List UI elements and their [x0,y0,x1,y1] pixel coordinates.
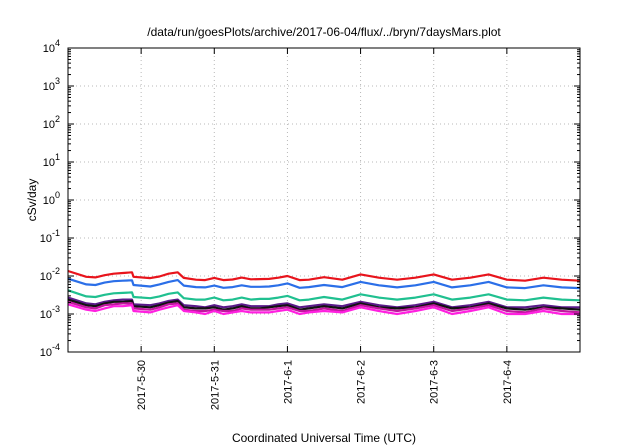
y-tick-label: 10-4 [40,342,60,359]
y-tick-label: 100 [43,190,60,207]
y-axis-label: cSv/day [25,179,39,222]
x-tick-label: 2017-5-30 [136,360,148,410]
x-tick-label: 2017-6-3 [429,360,441,404]
series-line-1 [67,269,581,282]
series-line-7 [67,303,580,316]
x-axis-label: Coordinated Universal Time (UTC) [232,431,416,445]
x-tick-label: 2017-5-31 [209,360,221,410]
y-tick-label: 104 [43,38,60,55]
y-tick-label: 10-2 [40,266,60,283]
ticks: 10-4 10-3 10-2 10-1 100 101 102 103 104 2017-5-30… [40,38,580,410]
y-tick-label: 103 [43,76,60,93]
chart-title: /data/run/goesPlots/archive/2017-06-04/f… [147,25,501,39]
grid [68,48,580,352]
x-tick-label: 2017-6-1 [282,360,294,404]
y-tick-label: 10-1 [40,228,60,245]
y-tick-label: 101 [43,152,60,169]
series-line-2 [67,277,581,290]
series-group [67,269,581,316]
x-tick-label: 2017-6-2 [356,360,368,404]
series-line-3 [67,289,581,302]
x-tick-label: 2017-6-4 [502,360,514,404]
y-tick-label: 102 [43,114,60,131]
y-tick-label: 10-3 [40,304,60,321]
